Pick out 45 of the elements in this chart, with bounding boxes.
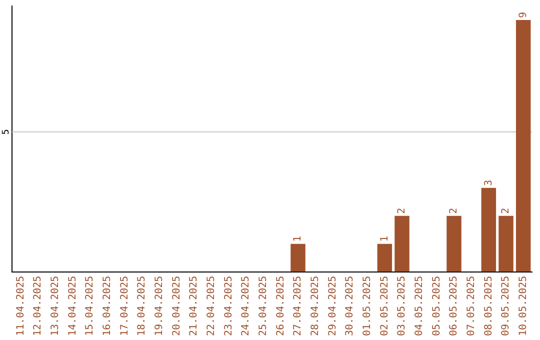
x-tick-label: 20.04.2025 bbox=[171, 276, 182, 336]
x-tick-label: 21.04.2025 bbox=[188, 276, 200, 336]
bar bbox=[446, 216, 462, 272]
data-label: 9 bbox=[518, 12, 529, 18]
data-label: 3 bbox=[483, 180, 494, 186]
data-label: 1 bbox=[292, 236, 304, 242]
x-tick-label: 08.05.2025 bbox=[483, 276, 494, 336]
x-tick-label: 15.04.2025 bbox=[84, 276, 96, 336]
x-tick-label: 30.04.2025 bbox=[344, 276, 356, 336]
x-tick-label: 10.05.2025 bbox=[518, 276, 529, 336]
data-label: 1 bbox=[379, 236, 390, 242]
bar bbox=[377, 244, 392, 272]
x-tick-label: 13.04.2025 bbox=[50, 276, 61, 336]
x-tick-label: 22.04.2025 bbox=[206, 276, 217, 336]
x-tick-label: 05.05.2025 bbox=[431, 276, 442, 336]
bar bbox=[290, 244, 306, 272]
bar bbox=[481, 188, 496, 272]
x-tick-label: 11.04.2025 bbox=[15, 276, 26, 336]
x-tick-label: 18.04.2025 bbox=[136, 276, 148, 336]
ref-line-label: 5 bbox=[1, 129, 12, 135]
x-tick-label: 27.04.2025 bbox=[292, 276, 304, 336]
x-tick-label: 12.04.2025 bbox=[32, 276, 44, 336]
x-tick-label: 23.04.2025 bbox=[223, 276, 234, 336]
x-tick-label: 26.04.2025 bbox=[275, 276, 286, 336]
x-tick-label: 29.04.2025 bbox=[327, 276, 338, 336]
x-tick-label: 03.05.2025 bbox=[396, 276, 408, 336]
x-tick-label: 09.05.2025 bbox=[500, 276, 512, 336]
x-tick-label: 02.05.2025 bbox=[379, 276, 390, 336]
data-label: 2 bbox=[396, 208, 408, 214]
data-label: 2 bbox=[500, 208, 512, 214]
x-tick-label: 28.04.2025 bbox=[310, 276, 321, 336]
x-tick-label: 16.04.2025 bbox=[102, 276, 113, 336]
x-tick-label: 01.05.2025 bbox=[362, 276, 373, 336]
x-tick-label: 25.04.2025 bbox=[258, 276, 269, 336]
x-tick-label: 17.04.2025 bbox=[119, 276, 130, 336]
x-tick-label: 07.05.2025 bbox=[466, 276, 477, 336]
bar bbox=[394, 216, 410, 272]
x-tick-label: 24.04.2025 bbox=[240, 276, 252, 336]
x-tick-label: 19.04.2025 bbox=[154, 276, 165, 336]
bar bbox=[516, 20, 531, 272]
bar bbox=[498, 216, 514, 272]
x-tick-label: 06.05.2025 bbox=[448, 276, 460, 336]
x-tick-label: 14.04.2025 bbox=[67, 276, 78, 336]
data-label: 2 bbox=[448, 208, 460, 214]
x-tick-label: 04.05.2025 bbox=[414, 276, 425, 336]
